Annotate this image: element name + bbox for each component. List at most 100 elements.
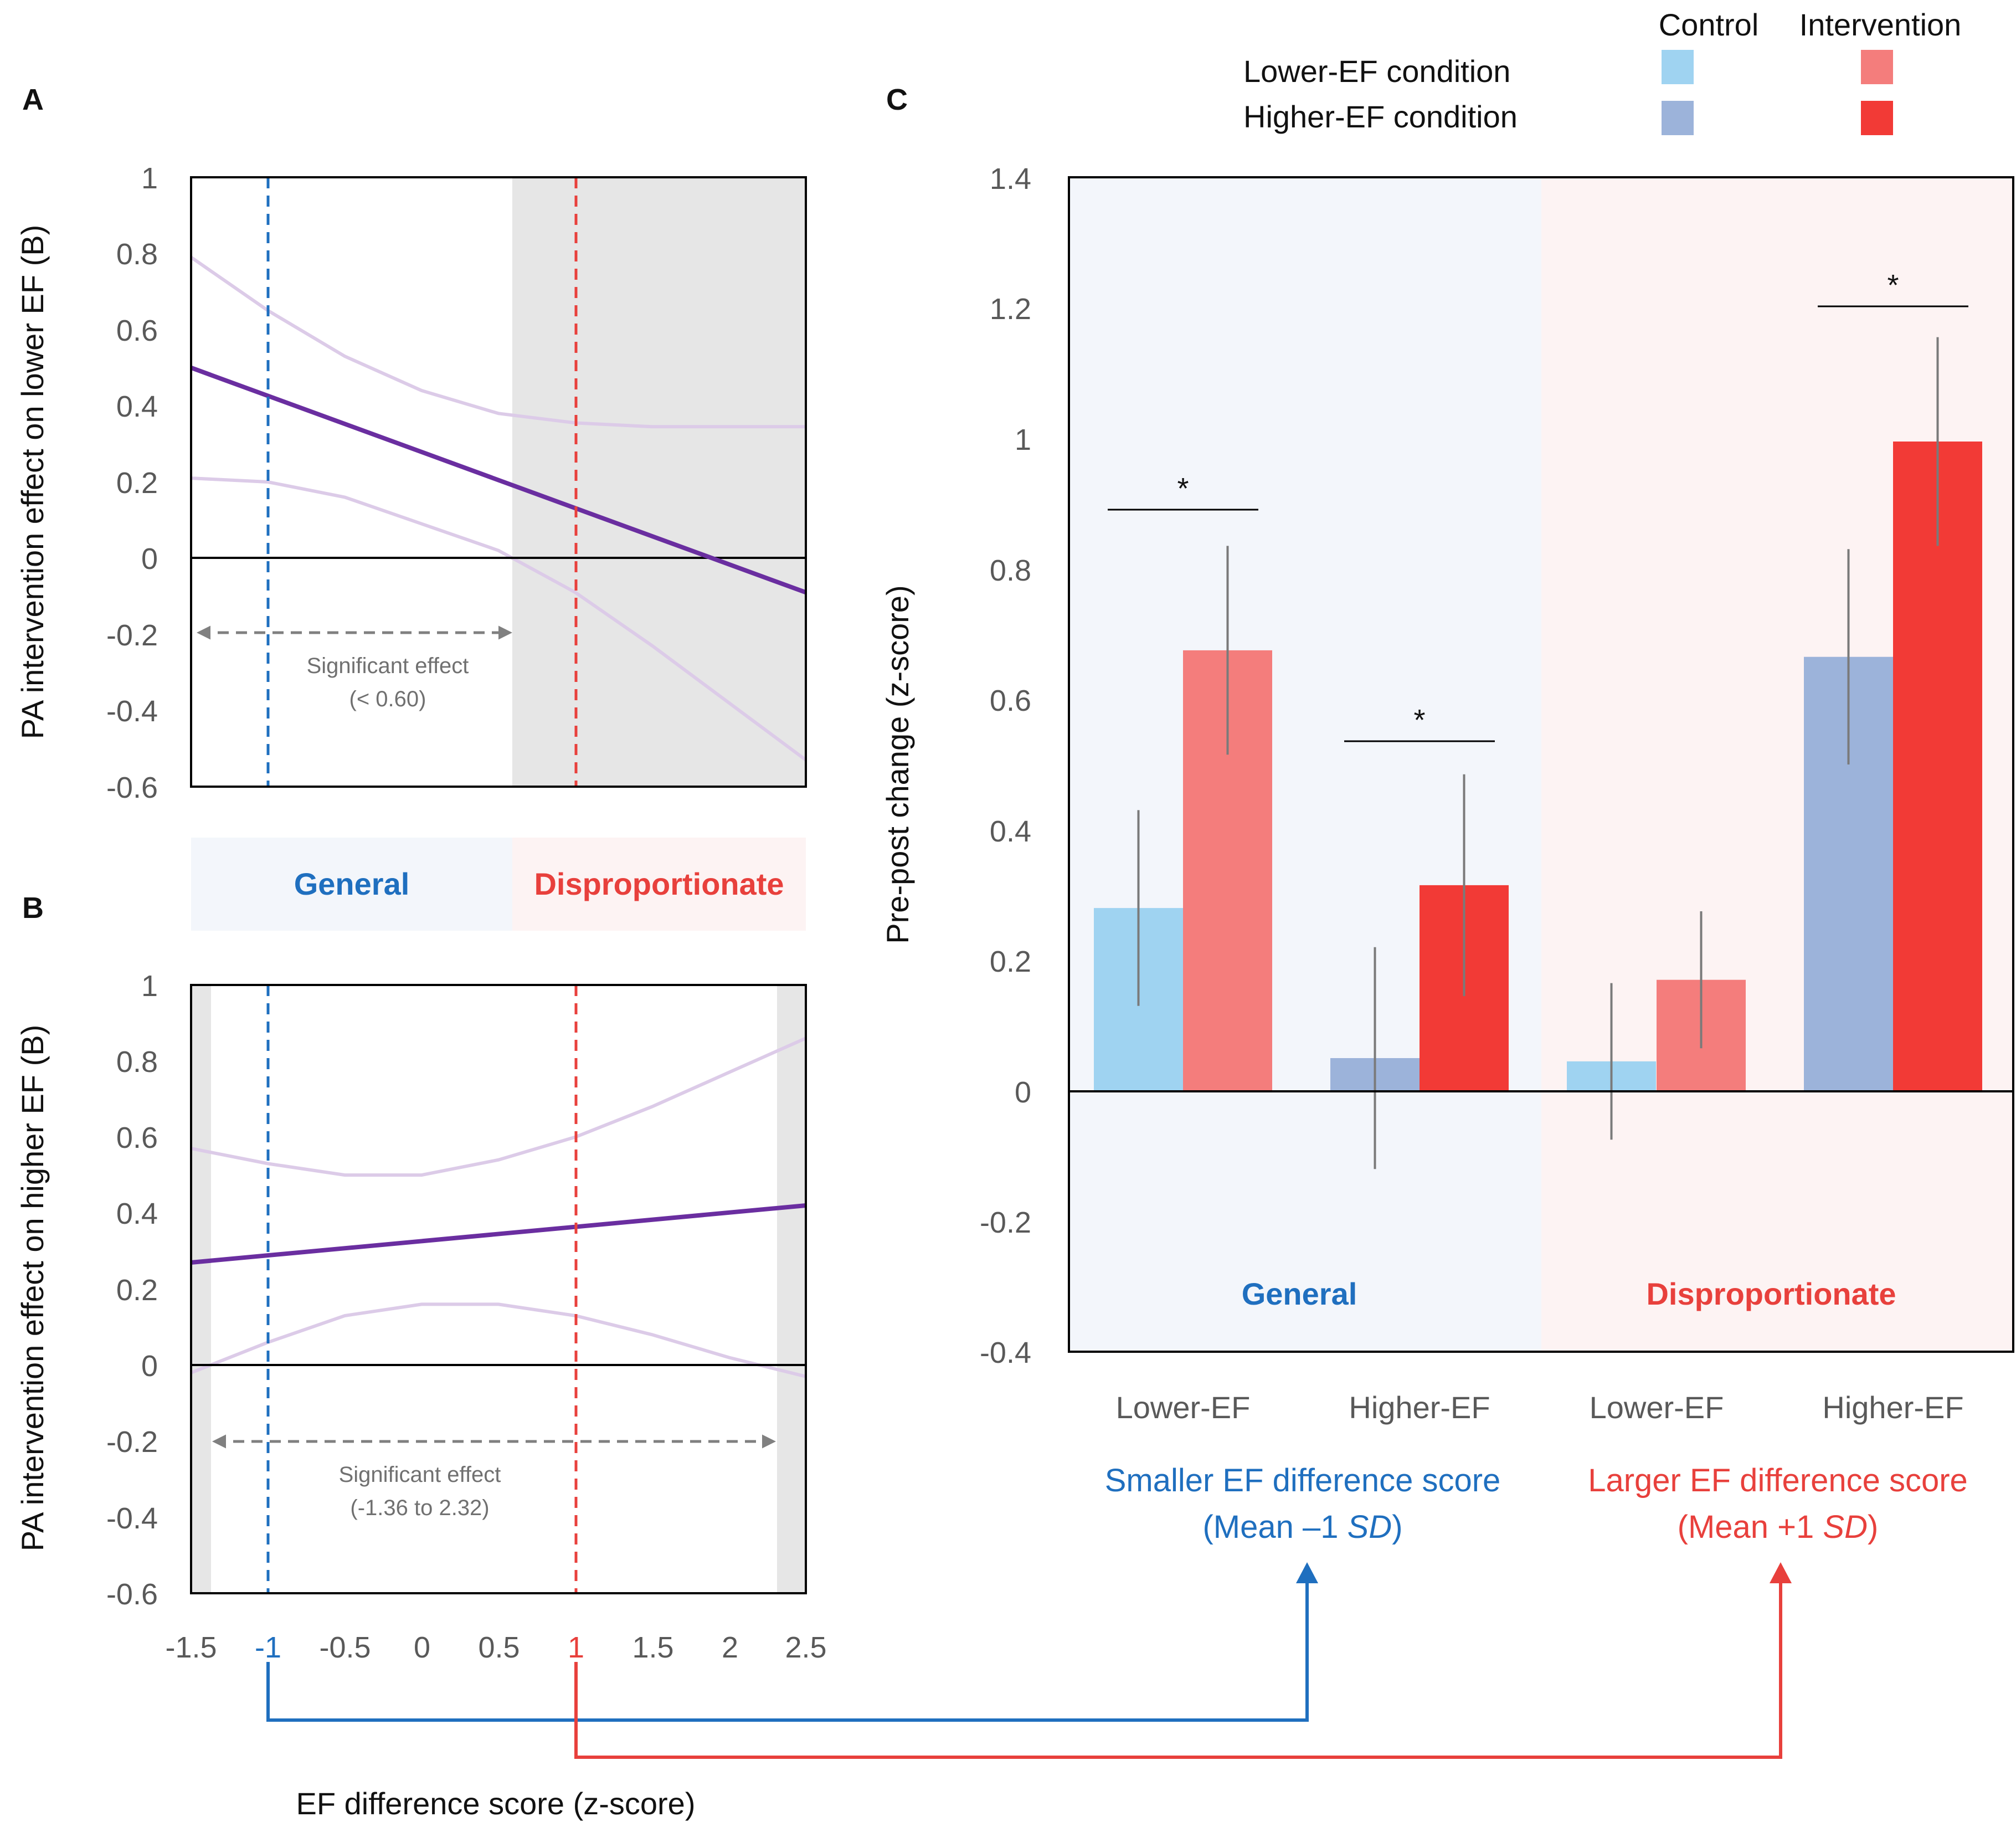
- panel-a-ci-lower: [191, 476, 807, 762]
- panel-b-x-tick: 1: [568, 1631, 584, 1664]
- legend-swatch-intervention-higher: [1861, 101, 1893, 135]
- panel-a-y-tick: -0.4: [106, 695, 158, 728]
- panel-c-y-tick: -0.4: [980, 1336, 1031, 1369]
- panel-b-x-ticks: -1.5 -1 -0.5 0 0.5 1 1.5 2 2.5: [165, 1631, 826, 1664]
- category-label-lower-ef-general: Lower-EF: [1116, 1390, 1251, 1425]
- panel-c-y-ticks: -0.4 -0.2 0 0.2 0.4 0.6 0.8 1 1.2 1.4: [980, 162, 1031, 1369]
- legend-header-intervention: Intervention: [1799, 7, 1962, 42]
- panel-c-frame: [1068, 176, 2014, 1353]
- category-label-higher-ef-dispro: Higher-EF: [1822, 1390, 1963, 1425]
- panel-b-x-tick: 0: [414, 1631, 430, 1664]
- connector-arrowhead-plus1: [1770, 1562, 1792, 1583]
- panel-b-x-tick: 1.5: [632, 1631, 673, 1664]
- significance-star-higher-ef-dispro: *: [1887, 269, 1899, 302]
- group-label-larger-sd: SD: [1823, 1509, 1868, 1545]
- panel-label-b: B: [22, 891, 44, 925]
- panel-b-x-tick: 2.5: [785, 1631, 826, 1664]
- panel-c-y-tick: 1.4: [990, 162, 1031, 196]
- panel-b-annotation-line1: Significant effect: [339, 1462, 501, 1487]
- band-dispro-label: Disproportionate: [534, 866, 784, 901]
- panel-b-y-ticks: -0.6 -0.4 -0.2 0 0.2 0.4 0.6 0.8 1: [106, 969, 158, 1611]
- panel-a-y-ticks: -0.6 -0.4 -0.2 0 0.2 0.4 0.6 0.8 1: [106, 162, 158, 804]
- panel-a-y-tick: -0.6: [106, 771, 158, 804]
- panel-c-general-label: General: [1242, 1276, 1357, 1311]
- panel-a-y-label: PA intervention effect on lower EF (B): [15, 225, 50, 740]
- panel-a-y-tick: 0.4: [116, 390, 158, 423]
- panel-b-x-tick: -1.5: [165, 1631, 217, 1664]
- panel-b-chart: Significant effect (-1.36 to 2.32) -0.6 …: [15, 969, 827, 1821]
- panel-c-y-tick: 0.6: [990, 684, 1031, 717]
- panel-b-y-tick: 0: [141, 1349, 158, 1383]
- legend-swatch-intervention-lower: [1861, 50, 1893, 84]
- panel-c-chart: * * * General Disproportionate -0.4 -0.2…: [880, 162, 2014, 1545]
- panel-c-category-labels: Lower-EF Higher-EF Lower-EF Higher-EF: [1116, 1390, 1964, 1425]
- panel-c-y-tick: -0.2: [980, 1206, 1031, 1239]
- panel-c-y-tick: 1.2: [990, 292, 1031, 326]
- group-label-larger-line1: Larger EF difference score: [1588, 1462, 1968, 1499]
- panel-b-x-tick: -1: [255, 1631, 281, 1664]
- legend-row-lower: Lower-EF condition: [1243, 54, 1510, 89]
- legend-swatch-control-higher: [1662, 101, 1694, 135]
- panel-c-y-tick: 0.2: [990, 945, 1031, 978]
- group-label-larger-line2: (Mean +1 SD): [1678, 1509, 1879, 1545]
- band-general-label: General: [294, 866, 410, 901]
- panel-a-nonsig-region: [512, 177, 806, 787]
- group-label-smaller-post: ): [1392, 1509, 1402, 1545]
- x-axis-label: EF difference score (z-score): [296, 1786, 696, 1821]
- panel-a-y-tick: 0.2: [116, 466, 158, 500]
- significance-star-higher-ef-general: *: [1413, 704, 1425, 737]
- band-general-bg: [191, 838, 512, 931]
- legend-swatch-control-lower: [1662, 50, 1694, 84]
- panel-b-annotation-line2: (-1.36 to 2.32): [350, 1496, 489, 1520]
- panel-c-y-tick: 1: [1015, 423, 1031, 456]
- panel-a-ci-upper: [190, 255, 806, 429]
- panel-a-estimate-line: [190, 366, 807, 595]
- panel-c-y-tick: 0: [1015, 1076, 1031, 1109]
- panel-b-estimate-line: [191, 1203, 806, 1265]
- panel-b-y-tick: 0.2: [116, 1274, 158, 1307]
- panel-b-y-tick: 0.8: [116, 1045, 158, 1079]
- panel-b-y-tick: 0.4: [116, 1197, 158, 1230]
- category-label-lower-ef-dispro: Lower-EF: [1590, 1390, 1724, 1425]
- panel-c-general-bg: [1069, 177, 1541, 1352]
- panel-b-x-tick: 0.5: [478, 1631, 520, 1664]
- panel-b-y-tick: 0.6: [116, 1121, 158, 1154]
- group-label-larger-post: ): [1868, 1509, 1878, 1545]
- significance-star-lower-ef-general: *: [1177, 472, 1189, 505]
- category-label-higher-ef-general: Higher-EF: [1349, 1390, 1490, 1425]
- panel-b-y-tick: -0.6: [106, 1578, 158, 1611]
- panel-b-x-tick: 2: [722, 1631, 738, 1664]
- legend-row-higher: Higher-EF condition: [1243, 99, 1518, 134]
- group-label-larger-pre: (Mean +1: [1678, 1509, 1823, 1545]
- panel-b-y-tick: -0.2: [106, 1425, 158, 1459]
- connector-arrow-minus1: [266, 1582, 1309, 1722]
- panel-c-dispro-label: Disproportionate: [1646, 1276, 1896, 1311]
- panel-b-y-tick: 1: [141, 969, 158, 1003]
- panel-b-ci-upper: [191, 1036, 807, 1177]
- panel-a-y-tick: 1: [141, 162, 158, 195]
- panel-a-frame: [190, 176, 807, 788]
- panel-b-frame: [190, 984, 807, 1594]
- legend-header-control: Control: [1659, 7, 1759, 42]
- panel-b-y-label: PA intervention effect on higher EF (B): [15, 1025, 50, 1551]
- band-dispro-bg: [512, 838, 806, 931]
- panel-b-nonsig-region-right: [777, 985, 806, 1593]
- panel-a-y-tick: -0.2: [106, 619, 158, 652]
- panel-b-x-tick: -0.5: [319, 1631, 371, 1664]
- bar-intervention-higher-ef-dispro: [1893, 442, 1982, 1091]
- panel-b-y-tick: -0.4: [106, 1502, 158, 1535]
- group-label-smaller-line1: Smaller EF difference score: [1105, 1462, 1501, 1499]
- panel-c-y-label: Pre-post change (z-score): [880, 585, 915, 943]
- connector-arrowhead-minus1: [1296, 1562, 1318, 1583]
- group-label-smaller-pre: (Mean –1: [1202, 1509, 1347, 1545]
- panel-a-annotation-line1: Significant effect: [307, 654, 469, 678]
- group-label-smaller-sd: SD: [1348, 1509, 1392, 1545]
- panel-label-c: C: [886, 83, 908, 116]
- panel-a-y-tick: 0.8: [116, 238, 158, 271]
- panel-label-a: A: [22, 83, 44, 116]
- connector-arrow-plus1: [574, 1582, 1782, 1759]
- panel-c-y-tick: 0.4: [990, 815, 1031, 848]
- panel-b-nonsig-region-left: [191, 985, 211, 1593]
- panel-a-y-tick: 0.6: [116, 314, 158, 347]
